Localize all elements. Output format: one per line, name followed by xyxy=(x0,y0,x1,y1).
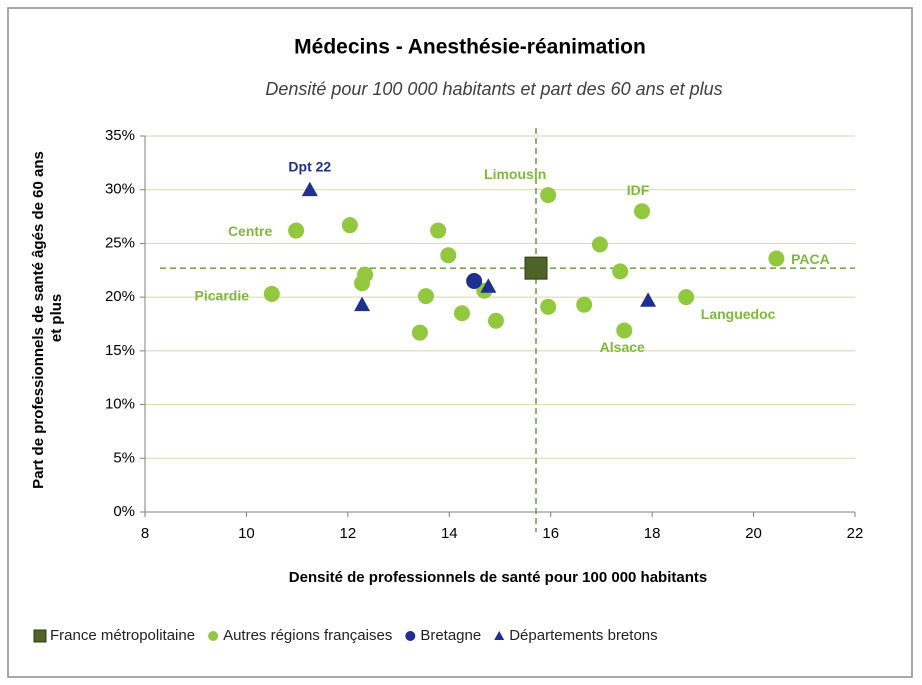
y-tick-label: 5% xyxy=(113,449,135,466)
chart-title: Médecins - Anesthésie-réanimation xyxy=(294,36,646,59)
square-marker xyxy=(33,629,47,643)
circle-marker xyxy=(576,296,593,313)
x-tick-label: 8 xyxy=(141,525,149,542)
circle-marker xyxy=(208,631,219,641)
circle-marker xyxy=(405,631,416,641)
circle-marker xyxy=(288,222,305,239)
y-axis-title: Part de professionnels de santé âgés de … xyxy=(30,151,65,489)
circle-marker xyxy=(417,288,434,305)
circle-marker xyxy=(263,285,280,302)
y-tick-label: 30% xyxy=(105,181,135,198)
x-tick-label: 12 xyxy=(340,525,357,542)
circle-marker xyxy=(466,273,483,290)
legend-label: France métropolitaine xyxy=(50,627,195,644)
triangle-marker xyxy=(301,181,318,197)
point-label: Limousin xyxy=(484,166,546,182)
x-tick-label: 22 xyxy=(847,525,864,542)
y-tick-label: 35% xyxy=(105,127,135,144)
x-tick-label: 20 xyxy=(745,525,762,542)
circle-marker xyxy=(440,247,457,264)
circle-marker xyxy=(634,203,650,220)
triangle-marker xyxy=(354,296,371,312)
circle-marker xyxy=(768,250,785,267)
x-tick-label: 16 xyxy=(542,525,559,542)
legend-label: Bretagne xyxy=(420,627,481,644)
circle-marker xyxy=(357,266,374,283)
circle-marker xyxy=(487,312,504,329)
y-tick-label: 15% xyxy=(105,342,135,359)
triangle-marker xyxy=(640,292,657,307)
circle-marker xyxy=(453,305,470,322)
point-label: PACA xyxy=(791,251,830,267)
point-label: Picardie xyxy=(195,288,250,304)
circle-marker xyxy=(540,187,557,204)
circle-marker xyxy=(430,222,447,239)
chart-subtitle: Densité pour 100 000 habitants et part d… xyxy=(265,79,722,99)
circle-marker xyxy=(678,289,695,306)
circle-marker xyxy=(540,298,557,315)
legend-label: Autres régions françaises xyxy=(223,627,392,644)
y-tick-label: 20% xyxy=(105,288,135,305)
circle-marker xyxy=(411,324,428,341)
triangle-marker xyxy=(480,278,497,293)
x-tick-label: 10 xyxy=(238,525,255,542)
point-label: Centre xyxy=(228,223,273,239)
point-label: Languedoc xyxy=(701,306,776,322)
circle-marker xyxy=(612,263,629,280)
x-tick-label: 18 xyxy=(644,525,661,542)
point-label: Dpt 22 xyxy=(288,158,331,174)
y-tick-label: 0% xyxy=(113,503,135,520)
x-axis-title: Densité de professionnels de santé pour … xyxy=(289,569,707,586)
legend-label: Départements bretons xyxy=(509,627,657,644)
chart-frame xyxy=(7,7,913,678)
point-label: Alsace xyxy=(600,339,645,355)
circle-marker xyxy=(341,217,358,234)
point-label: IDF xyxy=(627,182,650,198)
x-tick-label: 14 xyxy=(441,525,458,542)
triangle-marker xyxy=(494,631,505,640)
circle-marker xyxy=(591,236,608,253)
circle-marker xyxy=(616,322,633,339)
y-tick-label: 10% xyxy=(105,396,135,413)
square-marker xyxy=(524,256,548,280)
y-tick-label: 25% xyxy=(105,234,135,251)
